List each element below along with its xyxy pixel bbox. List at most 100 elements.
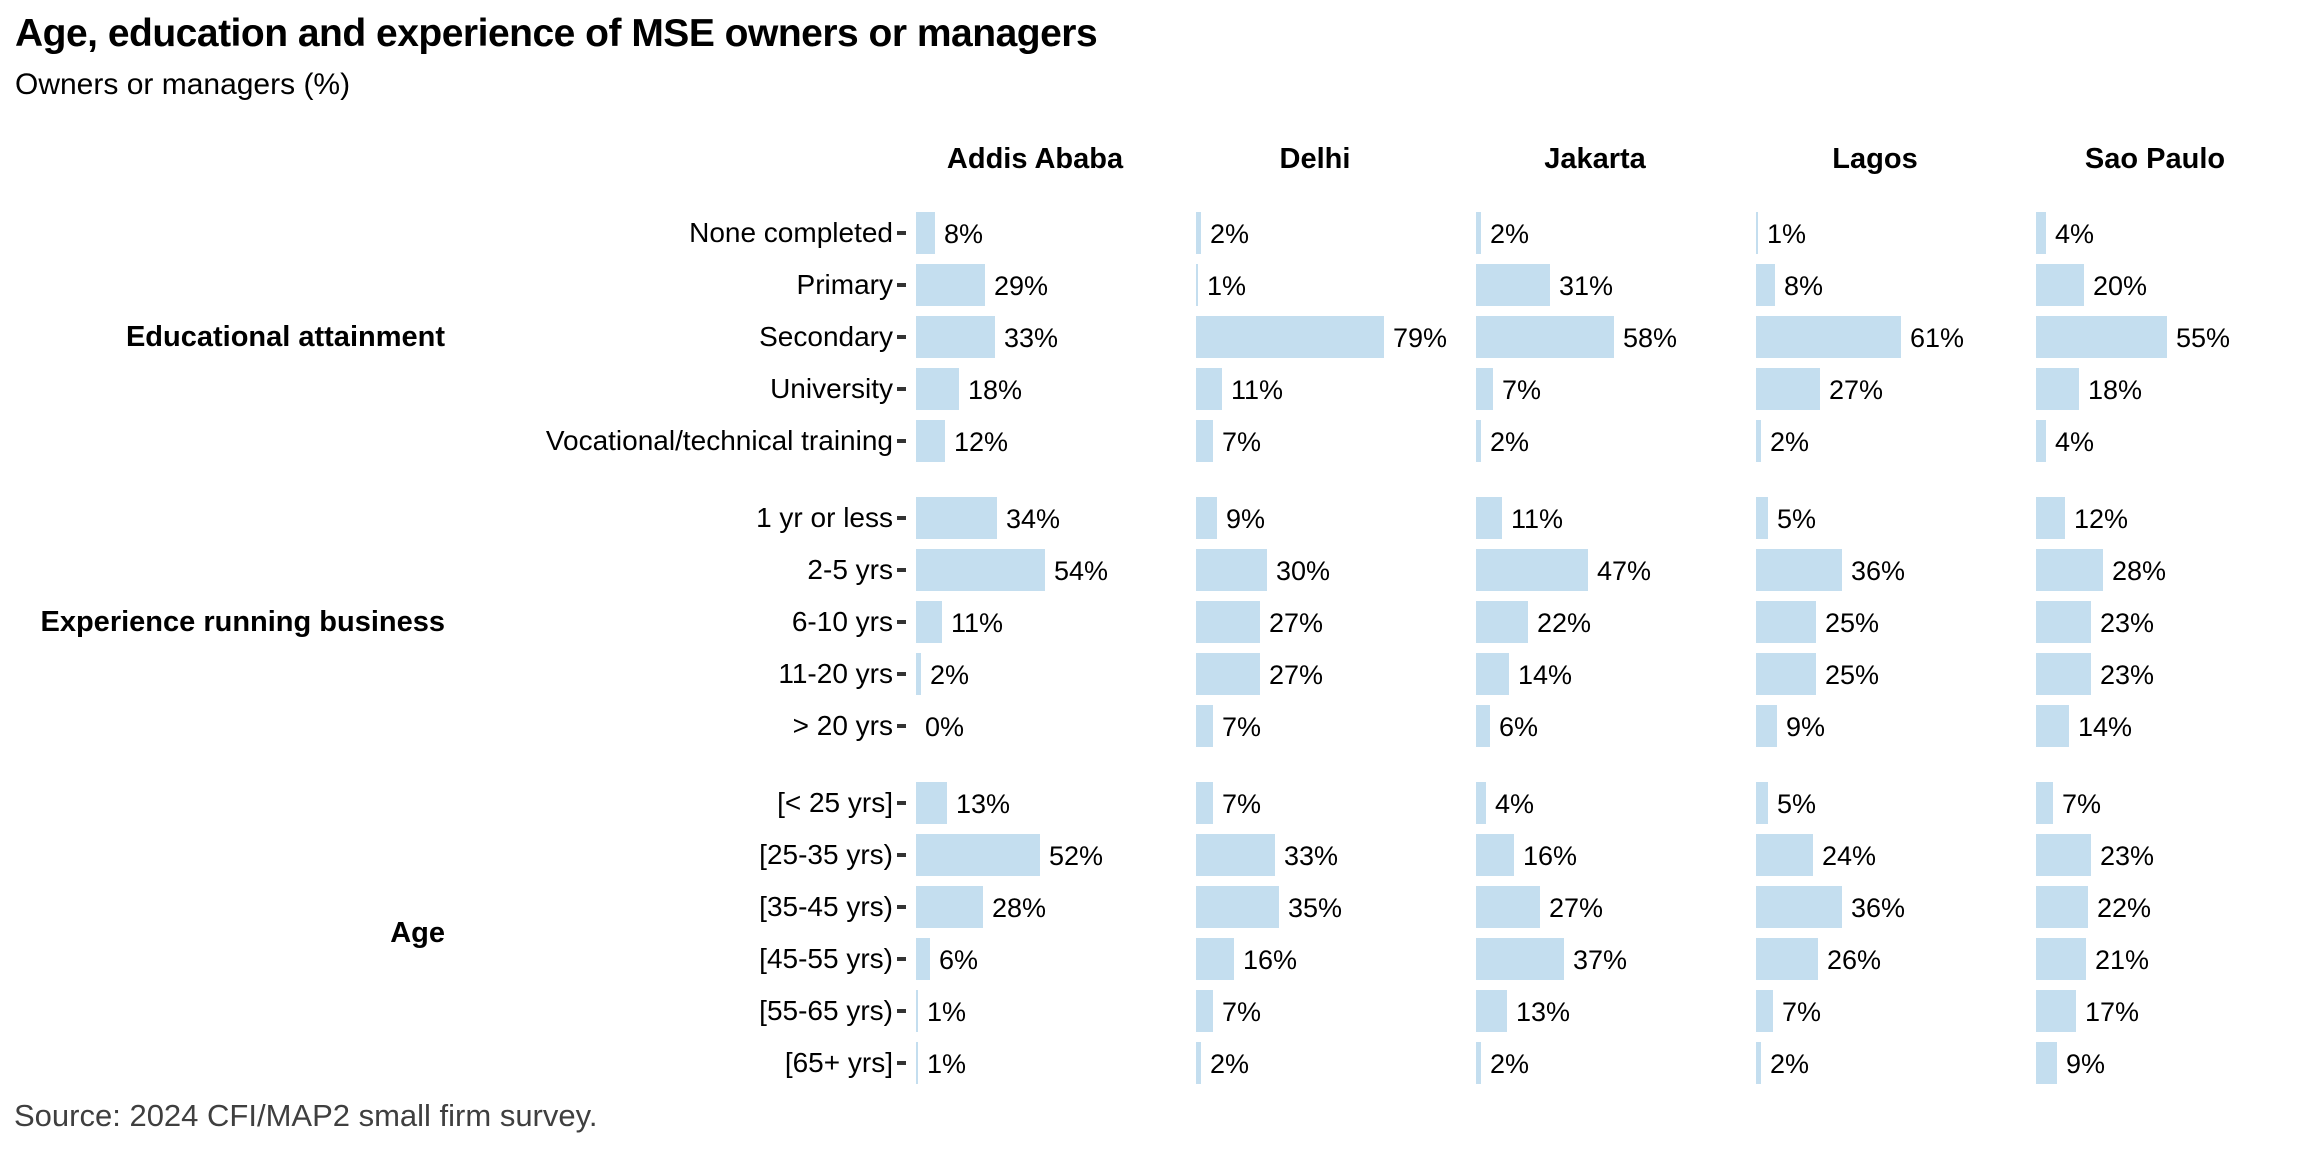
bar [916, 653, 921, 695]
bar [1196, 212, 1201, 254]
bar [1756, 316, 1901, 358]
bar [1196, 990, 1213, 1032]
value-label: 25% [1825, 608, 1880, 638]
row-label: [55-65 yrs) [759, 995, 893, 1026]
bar [2036, 938, 2086, 980]
value-label: 0% [925, 712, 965, 742]
bar [1476, 886, 1540, 928]
value-label: 8% [944, 219, 984, 249]
value-label: 16% [1523, 841, 1578, 871]
bar [1756, 990, 1773, 1032]
row-label: Vocational/technical training [545, 425, 893, 456]
value-label: 61% [1910, 323, 1965, 353]
bar [1476, 601, 1528, 643]
axis-tick-mark [897, 801, 906, 805]
bar [916, 886, 983, 928]
bar [916, 264, 985, 306]
value-label: 27% [1549, 893, 1604, 923]
value-label: 33% [1284, 841, 1339, 871]
value-label: 6% [939, 945, 979, 975]
axis-tick-mark [897, 516, 906, 520]
value-label: 28% [2112, 556, 2167, 586]
value-label: 28% [992, 893, 1047, 923]
bar [916, 549, 1045, 591]
bar [1476, 497, 1502, 539]
bar [1196, 886, 1279, 928]
value-label: 5% [1777, 789, 1817, 819]
row-label: [45-55 yrs) [759, 943, 893, 974]
value-label: 5% [1777, 504, 1817, 534]
bar [1196, 264, 1198, 306]
axis-tick-mark [897, 672, 906, 676]
value-label: 23% [2100, 608, 2155, 638]
value-label: 17% [2085, 997, 2140, 1027]
value-label: 7% [2062, 789, 2102, 819]
bar [1196, 549, 1267, 591]
bar [1476, 264, 1550, 306]
group-label: Experience running business [40, 606, 446, 638]
bar [916, 420, 945, 462]
value-label: 25% [1825, 660, 1880, 690]
axis-tick-mark [897, 620, 906, 624]
value-label: 9% [2066, 1049, 2106, 1079]
bar [1476, 653, 1509, 695]
value-label: 7% [1502, 375, 1542, 405]
row-label: Secondary [759, 321, 893, 352]
value-label: 2% [1770, 1049, 1810, 1079]
bar [2036, 316, 2167, 358]
value-label: 2% [1210, 219, 1250, 249]
value-label: 7% [1222, 427, 1262, 457]
row-label: [25-35 yrs) [759, 839, 893, 870]
group-label: Age [390, 917, 445, 949]
value-label: 11% [1231, 375, 1284, 405]
value-label: 27% [1269, 660, 1324, 690]
bar [1196, 938, 1234, 980]
chart-subtitle: Owners or managers (%) [15, 68, 351, 101]
value-label: 12% [954, 427, 1009, 457]
bar [2036, 601, 2091, 643]
bar [1476, 316, 1614, 358]
value-label: 2% [1490, 219, 1530, 249]
axis-tick-mark [897, 231, 906, 235]
value-label: 23% [2100, 841, 2155, 871]
value-label: 4% [1495, 789, 1535, 819]
value-label: 6% [1499, 712, 1539, 742]
bar [1756, 938, 1818, 980]
chart-title: Age, education and experience of MSE own… [15, 12, 1098, 55]
bar [916, 601, 942, 643]
value-label: 14% [1518, 660, 1573, 690]
value-label: 22% [1537, 608, 1592, 638]
value-label: 18% [2088, 375, 2143, 405]
bar [2036, 264, 2084, 306]
bar [1196, 1042, 1201, 1084]
axis-tick-mark [897, 387, 906, 391]
value-label: 7% [1222, 997, 1262, 1027]
axis-tick-mark [897, 905, 906, 909]
column-header: Addis Ababa [946, 143, 1124, 175]
bar [916, 212, 935, 254]
row-label: [< 25 yrs] [777, 787, 893, 818]
bar [916, 497, 997, 539]
bar [1476, 834, 1514, 876]
value-label: 21% [2095, 945, 2150, 975]
bar [2036, 782, 2053, 824]
bar [2036, 990, 2076, 1032]
value-label: 4% [2055, 219, 2095, 249]
row-label: 2-5 yrs [807, 554, 893, 585]
bar [1196, 653, 1260, 695]
value-label: 31% [1559, 271, 1614, 301]
value-label: 8% [1784, 271, 1824, 301]
column-header: Sao Paulo [2084, 143, 2226, 175]
value-label: 36% [1851, 893, 1906, 923]
value-label: 16% [1243, 945, 1298, 975]
column-header: Delhi [1279, 143, 1351, 175]
axis-tick-mark [897, 853, 906, 857]
bar [1756, 1042, 1761, 1084]
value-label: 1% [1207, 271, 1247, 301]
value-label: 9% [1786, 712, 1826, 742]
bar [1756, 420, 1761, 462]
bar [1476, 782, 1486, 824]
value-label: 12% [2074, 504, 2129, 534]
value-label: 27% [1829, 375, 1884, 405]
bar [1756, 368, 1820, 410]
